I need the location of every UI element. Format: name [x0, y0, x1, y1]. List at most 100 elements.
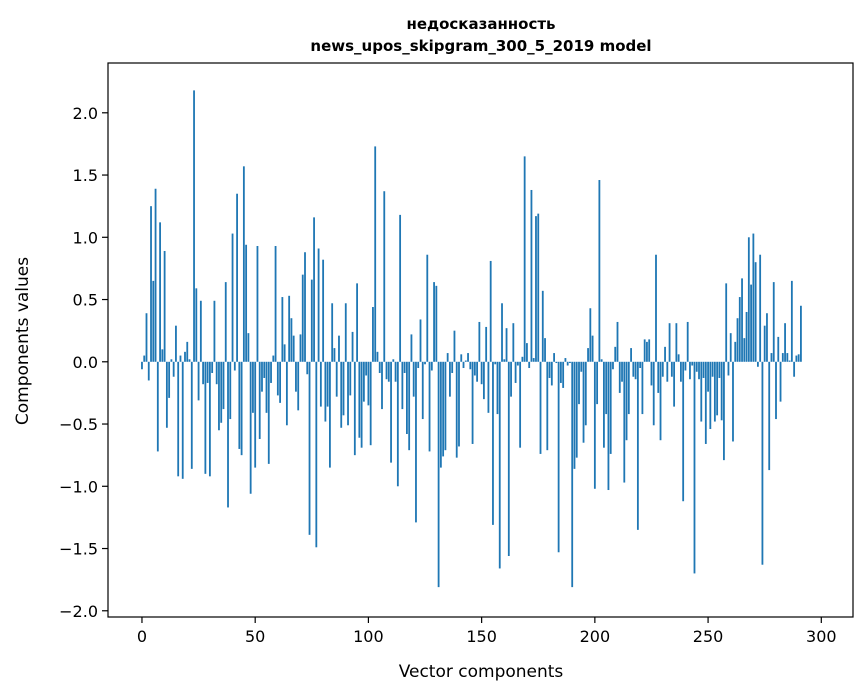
x-tick-label: 150: [466, 627, 497, 646]
bar-47: [247, 333, 250, 362]
bar-93: [351, 331, 354, 362]
bar-243: [691, 361, 694, 366]
bar-242: [689, 361, 691, 380]
bar-289: [795, 355, 798, 362]
bar-284: [784, 323, 786, 362]
bar-127: [428, 361, 431, 452]
bar-202: [598, 180, 601, 362]
bar-143: [464, 360, 467, 362]
bar-205: [605, 361, 608, 415]
bar-171: [528, 361, 531, 369]
bar-188: [566, 361, 569, 366]
bar-258: [725, 283, 728, 362]
bar-67: [292, 335, 295, 362]
bar-79: [319, 361, 322, 407]
bar-124: [421, 361, 424, 420]
bar-281: [777, 336, 780, 362]
bar-135: [446, 353, 449, 362]
bar-26: [199, 300, 202, 362]
bar-187: [564, 358, 567, 362]
bar-256: [720, 361, 723, 421]
bar-114: [399, 214, 402, 362]
bar-116: [403, 361, 406, 373]
bar-66: [290, 318, 293, 362]
bar-212: [621, 361, 623, 382]
bar-218: [634, 361, 637, 380]
bar-95: [356, 283, 358, 362]
bar-228: [657, 361, 660, 393]
bar-106: [381, 361, 383, 410]
bar-48: [249, 361, 252, 494]
bar-169: [523, 156, 526, 362]
x-tick-label: 0: [137, 627, 147, 646]
bar-34: [218, 361, 220, 431]
bar-167: [519, 361, 522, 448]
bar-283: [781, 353, 784, 362]
bar-15: [175, 325, 177, 362]
bar-52: [258, 361, 261, 439]
bar-275: [763, 325, 766, 362]
bar-273: [759, 254, 762, 362]
bar-144: [467, 353, 469, 362]
bar-210: [616, 321, 619, 362]
bar-19: [184, 351, 186, 362]
bar-175: [537, 213, 540, 362]
bar-111: [392, 359, 395, 362]
bar-119: [410, 334, 413, 362]
bar-51: [256, 246, 259, 362]
bar-223: [646, 341, 648, 362]
bar-118: [408, 361, 411, 451]
bar-180: [548, 361, 551, 378]
bar-65: [288, 295, 291, 362]
bar-104: [376, 351, 379, 362]
bar-227: [655, 254, 657, 362]
bar-62: [281, 297, 284, 362]
bar-73: [306, 361, 309, 375]
bar-134: [444, 361, 447, 451]
bar-81: [324, 361, 327, 422]
bar-241: [686, 321, 689, 362]
bar-77: [315, 361, 318, 548]
bar-40: [231, 233, 234, 362]
x-tick-label: 100: [353, 627, 384, 646]
bar-96: [358, 361, 361, 438]
bar-214: [625, 361, 628, 441]
bar-88: [340, 361, 343, 428]
bar-261: [732, 361, 734, 442]
bar-72: [304, 252, 306, 362]
bar-97: [360, 361, 363, 448]
bar-10: [163, 250, 166, 362]
bar-204: [603, 361, 605, 448]
bar-182: [553, 353, 555, 362]
bar-248: [702, 361, 705, 378]
bar-57: [270, 361, 272, 383]
chart-title: недосказанность: [406, 15, 555, 33]
bar-244: [693, 361, 696, 574]
bar-267: [745, 311, 748, 362]
bar-131: [437, 361, 440, 588]
bar-5: [152, 280, 155, 362]
bar-45: [242, 166, 245, 362]
x-tick-label: 300: [806, 627, 837, 646]
bar-8: [159, 222, 161, 362]
bar-213: [623, 361, 626, 483]
bar-151: [482, 361, 485, 400]
bar-232: [666, 361, 669, 382]
bar-12: [168, 361, 171, 398]
bar-92: [349, 361, 352, 396]
bar-2: [145, 313, 148, 362]
bar-37: [224, 282, 227, 362]
x-axis-label: Vector components: [399, 662, 564, 682]
bar-115: [401, 361, 404, 410]
bar-166: [516, 361, 519, 366]
bar-9: [161, 349, 164, 362]
bar-145: [469, 361, 472, 370]
bar-272: [756, 361, 759, 367]
bar-149: [478, 321, 481, 362]
bar-179: [546, 361, 549, 451]
bar-165: [514, 361, 517, 383]
bar-110: [390, 361, 392, 463]
bar-162: [507, 361, 510, 556]
bar-138: [453, 330, 456, 362]
